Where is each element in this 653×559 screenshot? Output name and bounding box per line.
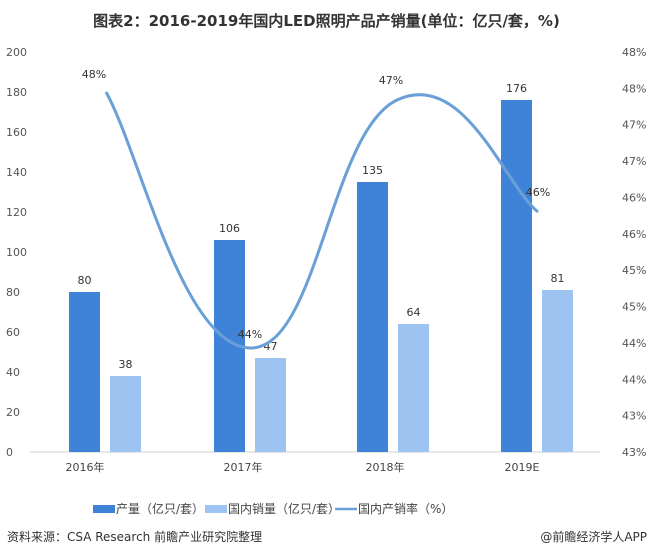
y-left-tick-label: 140 bbox=[6, 166, 27, 179]
bar-data-label: 80 bbox=[78, 274, 92, 287]
chart-title: 图表2：2016-2019年国内LED照明产品产销量(单位：亿只/套，%) bbox=[93, 12, 560, 30]
legend-label: 产量（亿只/套） bbox=[116, 501, 204, 516]
legend-label: 国内产销率（%） bbox=[358, 501, 453, 516]
bar-data-label: 106 bbox=[219, 222, 240, 235]
y-right-tick-label: 46% bbox=[622, 191, 646, 204]
bar-production bbox=[357, 182, 388, 452]
x-tick-label: 2016年 bbox=[66, 460, 105, 474]
y-right-tick-label: 47% bbox=[622, 155, 646, 168]
bar-data-label: 135 bbox=[362, 164, 383, 177]
y-left-tick-label: 160 bbox=[6, 126, 27, 139]
y-left-tick-label: 0 bbox=[6, 446, 13, 459]
bar-data-label: 64 bbox=[407, 306, 421, 319]
bar-sales bbox=[110, 376, 141, 452]
y-right-tick-label: 45% bbox=[622, 264, 646, 277]
y-right-tick-label: 44% bbox=[622, 373, 646, 386]
source-note: 资料来源：CSA Research 前瞻产业研究院整理 bbox=[7, 530, 263, 544]
y-left-tick-label: 100 bbox=[6, 246, 27, 259]
y-right-tick-label: 48% bbox=[622, 82, 646, 95]
y-left-tick-label: 40 bbox=[6, 366, 20, 379]
line-data-label: 46% bbox=[526, 186, 550, 199]
line-data-label: 47% bbox=[379, 74, 403, 87]
legend-label: 国内销量（亿只/套） bbox=[228, 501, 340, 516]
line-series-rate bbox=[104, 91, 539, 350]
bar-data-label: 81 bbox=[551, 272, 565, 285]
line-data-label: 48% bbox=[82, 68, 106, 81]
y-right-tick-label: 43% bbox=[622, 410, 646, 423]
y-left-tick-label: 120 bbox=[6, 206, 27, 219]
x-tick-label: 2018年 bbox=[366, 460, 405, 474]
y-left-tick-label: 60 bbox=[6, 326, 20, 339]
bar-production bbox=[501, 100, 532, 452]
y-right-tick-label: 48% bbox=[622, 46, 646, 59]
y-right-tick-label: 45% bbox=[622, 301, 646, 314]
legend-swatch bbox=[205, 505, 227, 513]
x-tick-label: 2017年 bbox=[224, 460, 263, 474]
credit-note: @前瞻经济学人APP bbox=[540, 530, 647, 544]
y-right-tick-label: 47% bbox=[622, 119, 646, 132]
bar-production bbox=[69, 292, 100, 452]
y-right-tick-label: 44% bbox=[622, 337, 646, 350]
bar-data-label: 176 bbox=[506, 82, 527, 95]
y-right-tick-label: 43% bbox=[622, 446, 646, 459]
y-right-tick-label: 46% bbox=[622, 228, 646, 241]
y-left-tick-label: 20 bbox=[6, 406, 20, 419]
bar-sales bbox=[255, 358, 286, 452]
legend-swatch bbox=[93, 505, 115, 513]
y-left-tick-label: 80 bbox=[6, 286, 20, 299]
bar-data-label: 38 bbox=[119, 358, 133, 371]
line-data-label: 44% bbox=[238, 328, 262, 341]
bar-sales bbox=[542, 290, 573, 452]
y-left-tick-label: 180 bbox=[6, 86, 27, 99]
y-left-tick-label: 200 bbox=[6, 46, 27, 59]
bar-sales bbox=[398, 324, 429, 452]
x-tick-label: 2019E bbox=[505, 461, 540, 474]
